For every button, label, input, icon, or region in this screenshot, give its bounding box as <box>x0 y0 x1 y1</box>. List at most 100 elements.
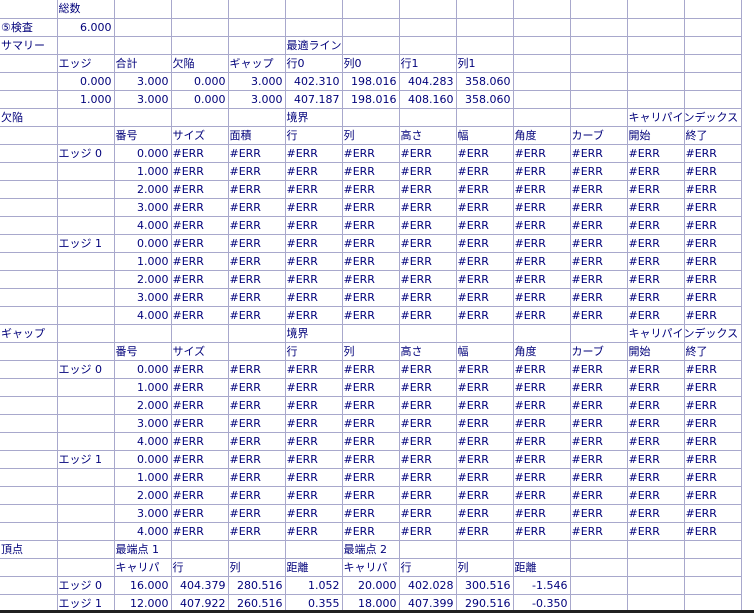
sheet-cell[interactable]: #ERR <box>513 432 571 451</box>
sheet-cell[interactable] <box>0 504 58 523</box>
sheet-cell[interactable]: 2.000 <box>114 270 172 289</box>
sheet-cell[interactable]: #ERR <box>285 522 343 541</box>
sheet-cell[interactable]: #ERR <box>228 522 286 541</box>
sheet-cell[interactable]: #ERR <box>342 234 400 253</box>
sheet-cell[interactable]: #ERR <box>513 486 571 505</box>
sheet-cell[interactable]: 面積 <box>228 126 286 145</box>
sheet-cell[interactable] <box>0 234 58 253</box>
sheet-cell[interactable]: #ERR <box>684 270 742 289</box>
sheet-cell[interactable] <box>342 36 400 55</box>
sheet-cell[interactable]: #ERR <box>570 378 628 397</box>
sheet-cell[interactable]: #ERR <box>285 432 343 451</box>
sheet-cell[interactable] <box>684 36 742 55</box>
sheet-cell[interactable] <box>627 72 685 91</box>
sheet-cell[interactable]: #ERR <box>684 378 742 397</box>
sheet-cell[interactable]: 列0 <box>342 54 400 73</box>
sheet-cell[interactable]: #ERR <box>513 234 571 253</box>
sheet-cell[interactable] <box>0 72 58 91</box>
sheet-cell[interactable]: 列1 <box>456 54 514 73</box>
sheet-cell[interactable] <box>684 54 742 73</box>
sheet-cell[interactable]: 1.052 <box>285 576 343 595</box>
sheet-cell[interactable] <box>456 0 514 19</box>
sheet-cell[interactable]: #ERR <box>570 450 628 469</box>
sheet-cell[interactable] <box>570 558 628 577</box>
sheet-cell[interactable]: 407.922 <box>171 594 229 613</box>
sheet-cell[interactable] <box>570 576 628 595</box>
sheet-cell[interactable]: 12.000 <box>114 594 172 613</box>
sheet-cell[interactable]: 欠陥 <box>171 54 229 73</box>
sheet-cell[interactable] <box>570 540 628 559</box>
sheet-cell[interactable]: #ERR <box>570 396 628 415</box>
sheet-cell[interactable]: #ERR <box>171 270 229 289</box>
sheet-cell[interactable] <box>570 36 628 55</box>
sheet-cell[interactable]: #ERR <box>684 234 742 253</box>
sheet-cell[interactable]: 0.000 <box>171 72 229 91</box>
sheet-cell[interactable]: #ERR <box>627 522 685 541</box>
sheet-cell[interactable]: #ERR <box>513 522 571 541</box>
sheet-cell[interactable]: #ERR <box>228 486 286 505</box>
sheet-cell[interactable] <box>513 54 571 73</box>
sheet-cell[interactable]: 番号 <box>114 342 172 361</box>
sheet-cell[interactable] <box>570 324 628 343</box>
sheet-cell[interactable]: #ERR <box>399 306 457 325</box>
sheet-cell[interactable]: #ERR <box>456 234 514 253</box>
sheet-cell[interactable]: #ERR <box>684 414 742 433</box>
sheet-cell[interactable]: #ERR <box>513 180 571 199</box>
sheet-cell[interactable]: #ERR <box>171 234 229 253</box>
sheet-cell[interactable]: 0.000 <box>57 72 115 91</box>
sheet-cell[interactable]: #ERR <box>399 450 457 469</box>
sheet-cell[interactable]: 境界 <box>285 108 343 127</box>
sheet-cell[interactable]: 最適ライン <box>285 36 343 55</box>
sheet-cell[interactable]: 0.000 <box>114 360 172 379</box>
sheet-cell[interactable]: #ERR <box>570 234 628 253</box>
sheet-cell[interactable] <box>0 486 58 505</box>
sheet-cell[interactable]: 16.000 <box>114 576 172 595</box>
sheet-cell[interactable]: 404.283 <box>399 72 457 91</box>
sheet-cell[interactable]: #ERR <box>342 216 400 235</box>
sheet-cell[interactable]: ギャップ <box>228 54 286 73</box>
sheet-cell[interactable]: #ERR <box>171 162 229 181</box>
sheet-cell[interactable]: 4.000 <box>114 522 172 541</box>
sheet-cell[interactable]: 20.000 <box>342 576 400 595</box>
sheet-cell[interactable]: #ERR <box>171 144 229 163</box>
sheet-cell[interactable] <box>456 18 514 37</box>
sheet-cell[interactable]: 1.000 <box>114 162 172 181</box>
sheet-cell[interactable]: #ERR <box>399 486 457 505</box>
sheet-cell[interactable]: #ERR <box>684 216 742 235</box>
sheet-cell[interactable] <box>0 288 58 307</box>
sheet-cell[interactable]: #ERR <box>399 432 457 451</box>
sheet-cell[interactable]: #ERR <box>456 504 514 523</box>
sheet-cell[interactable] <box>228 36 286 55</box>
sheet-cell[interactable]: #ERR <box>399 216 457 235</box>
sheet-cell[interactable]: #ERR <box>171 360 229 379</box>
sheet-cell[interactable]: #ERR <box>570 252 628 271</box>
sheet-cell[interactable] <box>399 18 457 37</box>
sheet-cell[interactable]: #ERR <box>228 360 286 379</box>
sheet-cell[interactable]: #ERR <box>342 162 400 181</box>
sheet-cell[interactable] <box>0 54 58 73</box>
sheet-cell[interactable]: #ERR <box>627 414 685 433</box>
sheet-cell[interactable]: 0.000 <box>171 90 229 109</box>
sheet-cell[interactable] <box>0 576 58 595</box>
sheet-cell[interactable]: #ERR <box>456 252 514 271</box>
sheet-cell[interactable]: #ERR <box>285 162 343 181</box>
sheet-cell[interactable]: #ERR <box>513 306 571 325</box>
sheet-cell[interactable]: 行1 <box>399 54 457 73</box>
sheet-cell[interactable]: #ERR <box>171 216 229 235</box>
sheet-cell[interactable]: #ERR <box>570 270 628 289</box>
sheet-cell[interactable]: #ERR <box>285 468 343 487</box>
sheet-cell[interactable]: #ERR <box>228 432 286 451</box>
sheet-cell[interactable] <box>0 522 58 541</box>
sheet-cell[interactable] <box>684 108 742 127</box>
sheet-cell[interactable] <box>0 126 58 145</box>
sheet-cell[interactable] <box>513 0 571 19</box>
sheet-cell[interactable]: #ERR <box>171 522 229 541</box>
sheet-cell[interactable] <box>513 36 571 55</box>
sheet-cell[interactable]: #ERR <box>513 504 571 523</box>
sheet-cell[interactable] <box>684 558 742 577</box>
sheet-cell[interactable] <box>399 36 457 55</box>
sheet-cell[interactable]: #ERR <box>228 396 286 415</box>
sheet-cell[interactable]: #ERR <box>456 450 514 469</box>
sheet-cell[interactable] <box>399 324 457 343</box>
sheet-cell[interactable]: #ERR <box>627 432 685 451</box>
